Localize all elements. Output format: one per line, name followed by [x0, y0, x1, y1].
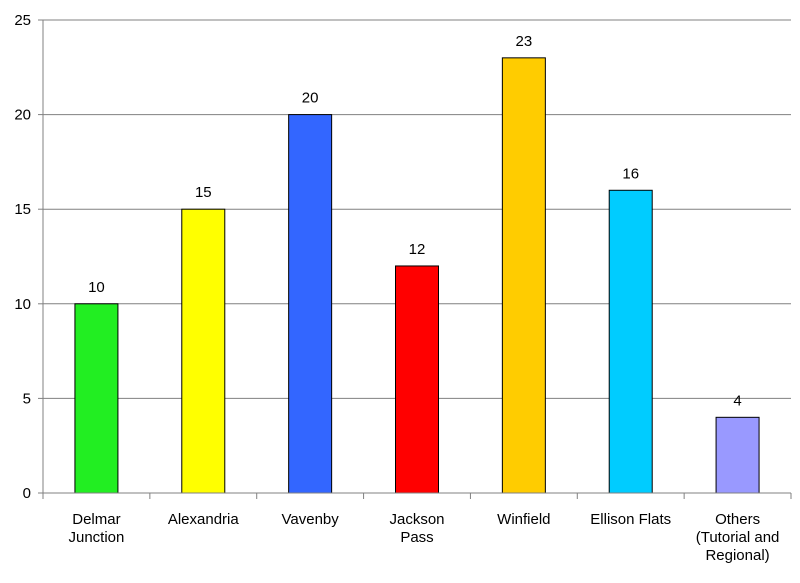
data-label: 15 [195, 184, 212, 201]
bar [181, 208, 226, 494]
y-tick-label: 20 [14, 107, 31, 124]
category-label: Regional) [705, 547, 769, 564]
bar [288, 114, 333, 494]
y-tick-label: 0 [23, 485, 31, 502]
bars [74, 57, 760, 494]
bar [501, 57, 546, 494]
category-label: Pass [400, 529, 433, 546]
data-label: 10 [88, 279, 105, 296]
y-tick-label: 10 [14, 296, 31, 313]
category-label: Jackson [389, 511, 444, 528]
bar [74, 303, 119, 494]
category-label: (Tutorial and [696, 529, 780, 546]
data-label: 23 [516, 33, 533, 50]
category-label: Ellison Flats [590, 511, 671, 528]
bar [395, 265, 439, 494]
gridlines [43, 19, 791, 399]
category-label: Delmar [72, 511, 120, 528]
data-label: 16 [622, 165, 639, 182]
category-label: Others [715, 511, 760, 528]
category-label: Junction [68, 529, 124, 546]
category-label: Winfield [497, 511, 550, 528]
bar [715, 416, 760, 494]
category-label: Vavenby [282, 511, 340, 528]
category-label: Alexandria [168, 511, 240, 528]
data-label: 20 [302, 90, 319, 107]
data-label: 4 [733, 392, 741, 409]
bar [608, 189, 653, 494]
y-tick-label: 15 [14, 201, 31, 218]
y-tick-label: 5 [23, 390, 31, 407]
data-label: 12 [409, 241, 426, 258]
axes [38, 19, 792, 499]
y-tick-label: 25 [14, 12, 31, 29]
